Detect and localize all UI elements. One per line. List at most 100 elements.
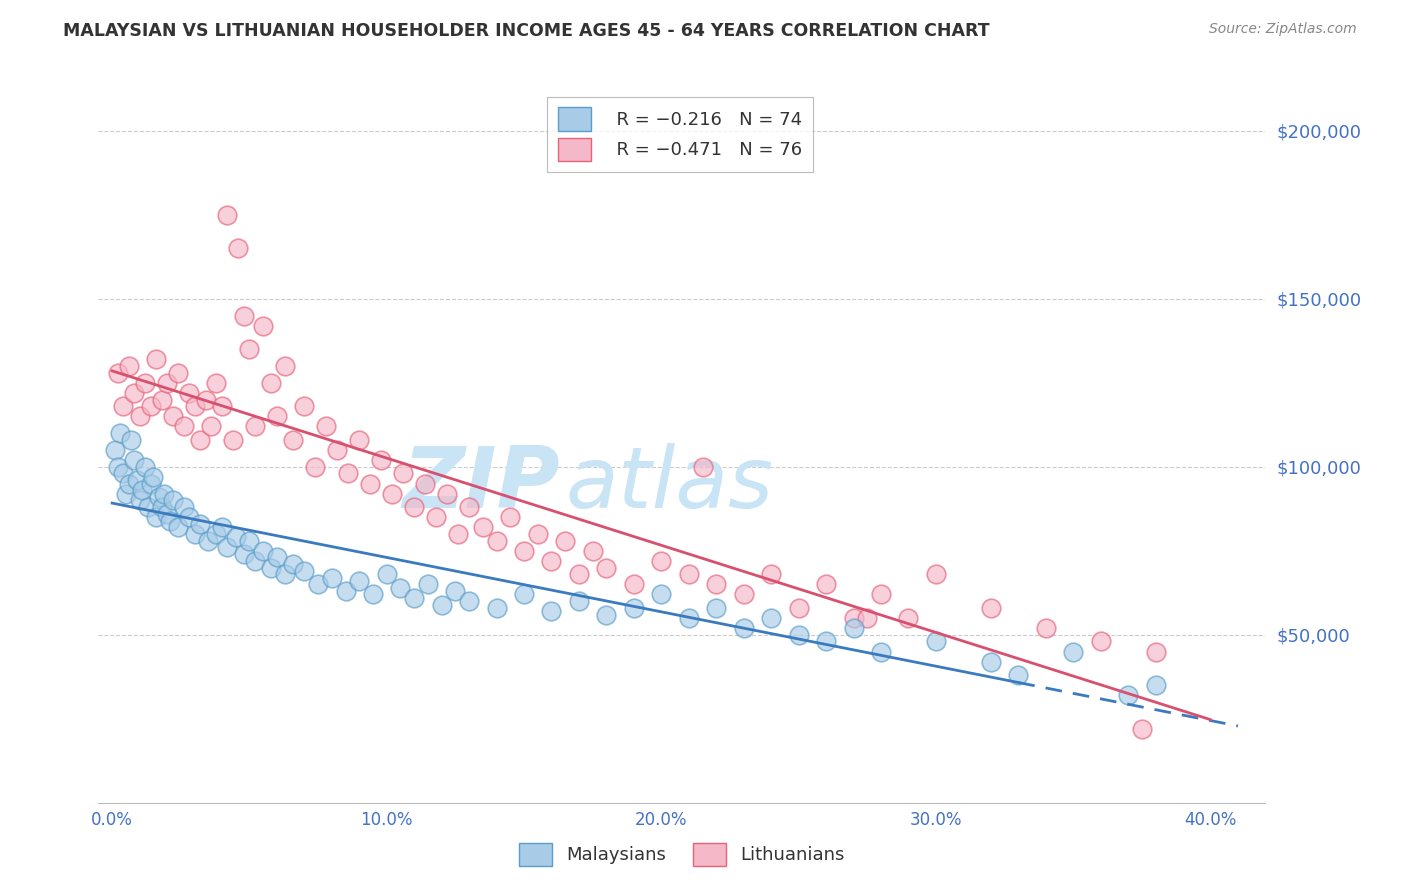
Point bbox=[650, 554, 672, 568]
Point bbox=[197, 533, 219, 548]
Point bbox=[513, 587, 536, 601]
Point bbox=[925, 634, 948, 648]
Point bbox=[349, 574, 371, 588]
Point bbox=[787, 628, 810, 642]
Point bbox=[115, 486, 138, 500]
Point bbox=[205, 527, 228, 541]
Point bbox=[260, 560, 283, 574]
Point bbox=[205, 376, 228, 390]
Text: MALAYSIAN VS LITHUANIAN HOUSEHOLDER INCOME AGES 45 - 64 YEARS CORRELATION CHART: MALAYSIAN VS LITHUANIAN HOUSEHOLDER INCO… bbox=[63, 22, 990, 40]
Point bbox=[856, 611, 879, 625]
Point bbox=[243, 554, 266, 568]
Point bbox=[260, 376, 283, 390]
Point bbox=[980, 655, 1002, 669]
Point bbox=[759, 567, 782, 582]
Point bbox=[156, 376, 179, 390]
Point bbox=[125, 473, 148, 487]
Point bbox=[122, 453, 145, 467]
Point bbox=[733, 621, 755, 635]
Point bbox=[107, 366, 129, 380]
Point bbox=[177, 385, 200, 400]
Point bbox=[128, 409, 150, 424]
Point bbox=[159, 514, 181, 528]
Point bbox=[335, 584, 357, 599]
Point bbox=[404, 500, 426, 514]
Point bbox=[183, 527, 205, 541]
Point bbox=[217, 208, 239, 222]
Point bbox=[485, 600, 508, 615]
Point bbox=[117, 476, 139, 491]
Point bbox=[678, 567, 700, 582]
Point bbox=[413, 476, 436, 491]
Point bbox=[134, 376, 156, 390]
Point bbox=[623, 577, 645, 591]
Point bbox=[925, 567, 948, 582]
Point bbox=[183, 399, 205, 413]
Point bbox=[349, 433, 371, 447]
Point bbox=[513, 543, 536, 558]
Point bbox=[733, 587, 755, 601]
Point bbox=[540, 604, 562, 618]
Point bbox=[870, 644, 893, 658]
Point bbox=[122, 385, 145, 400]
Point bbox=[425, 510, 447, 524]
Point bbox=[142, 470, 165, 484]
Point bbox=[444, 584, 467, 599]
Point bbox=[359, 476, 381, 491]
Point bbox=[153, 486, 176, 500]
Point bbox=[430, 598, 453, 612]
Point bbox=[678, 611, 700, 625]
Point bbox=[150, 392, 173, 407]
Point bbox=[238, 342, 260, 356]
Point bbox=[361, 587, 384, 601]
Point bbox=[389, 581, 412, 595]
Point bbox=[436, 486, 458, 500]
Point bbox=[112, 399, 135, 413]
Point bbox=[131, 483, 153, 498]
Point bbox=[315, 419, 337, 434]
Point bbox=[897, 611, 920, 625]
Point bbox=[787, 600, 810, 615]
Point bbox=[540, 554, 562, 568]
Point bbox=[650, 587, 672, 601]
Point bbox=[458, 500, 481, 514]
Point bbox=[145, 352, 167, 367]
Point bbox=[704, 600, 727, 615]
Point bbox=[162, 409, 184, 424]
Point bbox=[1144, 644, 1167, 658]
Point bbox=[815, 634, 838, 648]
Legend: Malaysians, Lithuanians: Malaysians, Lithuanians bbox=[512, 836, 852, 873]
Point bbox=[134, 459, 156, 474]
Point bbox=[283, 433, 305, 447]
Point bbox=[162, 493, 184, 508]
Point bbox=[292, 399, 315, 413]
Point bbox=[370, 453, 392, 467]
Point bbox=[188, 433, 211, 447]
Point bbox=[252, 318, 274, 333]
Point bbox=[375, 567, 398, 582]
Point bbox=[1035, 621, 1057, 635]
Point bbox=[145, 510, 167, 524]
Point bbox=[225, 530, 247, 544]
Point bbox=[1144, 678, 1167, 692]
Point bbox=[167, 366, 190, 380]
Point bbox=[842, 611, 865, 625]
Point bbox=[120, 433, 142, 447]
Point bbox=[139, 399, 162, 413]
Point bbox=[200, 419, 222, 434]
Point bbox=[150, 500, 173, 514]
Point bbox=[499, 510, 522, 524]
Point bbox=[1090, 634, 1112, 648]
Point bbox=[623, 600, 645, 615]
Point bbox=[1062, 644, 1084, 658]
Point bbox=[759, 611, 782, 625]
Point bbox=[404, 591, 426, 605]
Point bbox=[326, 442, 349, 457]
Point bbox=[139, 476, 162, 491]
Point bbox=[266, 550, 288, 565]
Point bbox=[112, 467, 135, 481]
Point bbox=[1130, 722, 1153, 736]
Point bbox=[1007, 668, 1029, 682]
Point bbox=[104, 442, 127, 457]
Point bbox=[815, 577, 838, 591]
